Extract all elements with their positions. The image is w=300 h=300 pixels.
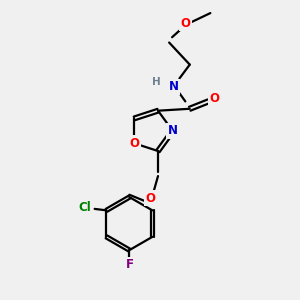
Text: H: H [152,77,160,87]
Text: Cl: Cl [79,201,92,214]
Text: O: O [146,192,156,205]
Text: F: F [125,258,134,271]
Text: O: O [210,92,220,105]
Text: N: N [168,124,178,137]
Text: N: N [169,80,178,93]
Text: O: O [129,137,139,150]
Text: O: O [180,17,190,30]
